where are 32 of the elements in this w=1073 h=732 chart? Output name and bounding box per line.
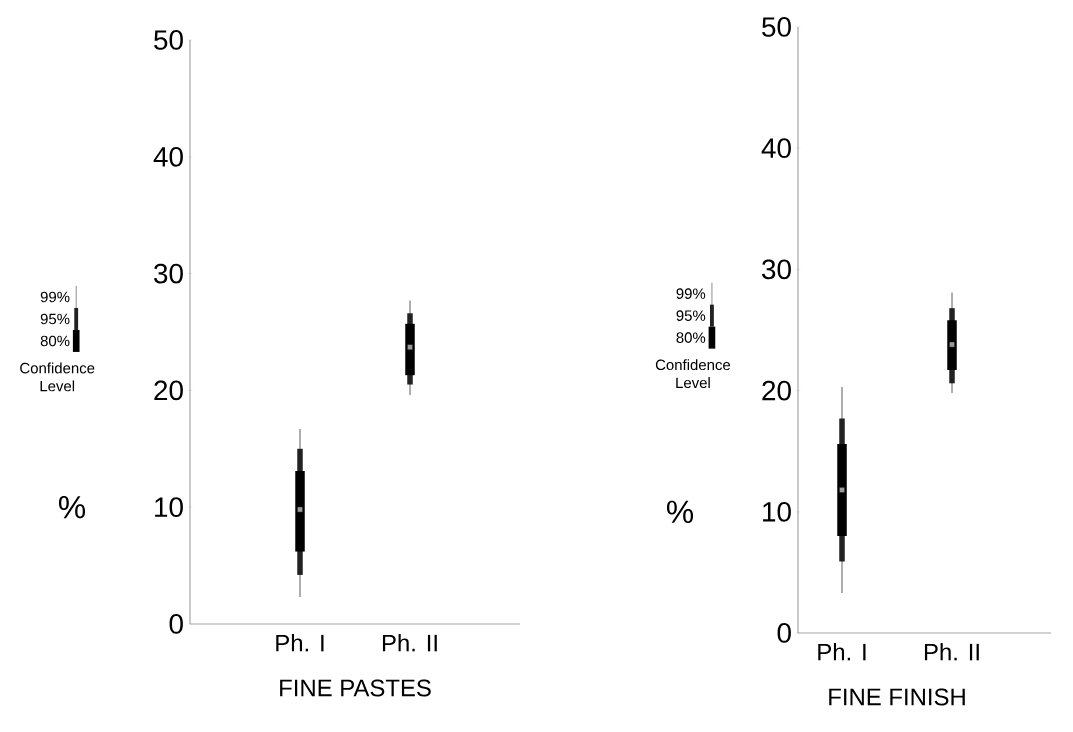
legend-label: 99% [676, 288, 706, 299]
y-tick-label: 40 [761, 138, 791, 159]
legend-label: 80% [40, 335, 70, 347]
x-axis-title: FINE PASTES [280, 679, 431, 697]
legend-title: Confidence Level [20, 362, 95, 392]
y-tick-label: 50 [154, 30, 183, 50]
y-axis-title: % [666, 500, 694, 523]
x-tick-label: Ph. II [382, 634, 437, 652]
y-tick-label: 10 [155, 497, 183, 518]
x-tick-label: Ph. I [276, 634, 324, 652]
bar [295, 470, 305, 552]
legend-title: Confidence Level [655, 359, 731, 389]
y-tick-label: 50 [762, 17, 791, 37]
bar [405, 323, 415, 376]
bar [837, 443, 847, 537]
y-axis-title: % [58, 496, 86, 519]
x-axis-title: FINE FINISH [829, 688, 965, 706]
legend-label: 95% [40, 313, 70, 325]
y-tick-label: 20 [762, 380, 791, 401]
y-tick-label: 10 [763, 501, 791, 522]
y-tick-label: 30 [762, 259, 791, 280]
y-tick-label: 0 [169, 614, 183, 634]
y-tick-label: 20 [154, 380, 183, 401]
bar [947, 320, 957, 370]
legend-label: 99% [40, 291, 70, 303]
legend-label: 95% [676, 310, 706, 321]
legend-label: 80% [676, 332, 706, 343]
x-tick-label: Ph. II [924, 643, 979, 661]
y-tick-label: 30 [154, 263, 183, 284]
x-tick-label: Ph. I [818, 643, 866, 661]
y-tick-label: 40 [153, 146, 183, 167]
y-tick-label: 0 [777, 623, 791, 643]
